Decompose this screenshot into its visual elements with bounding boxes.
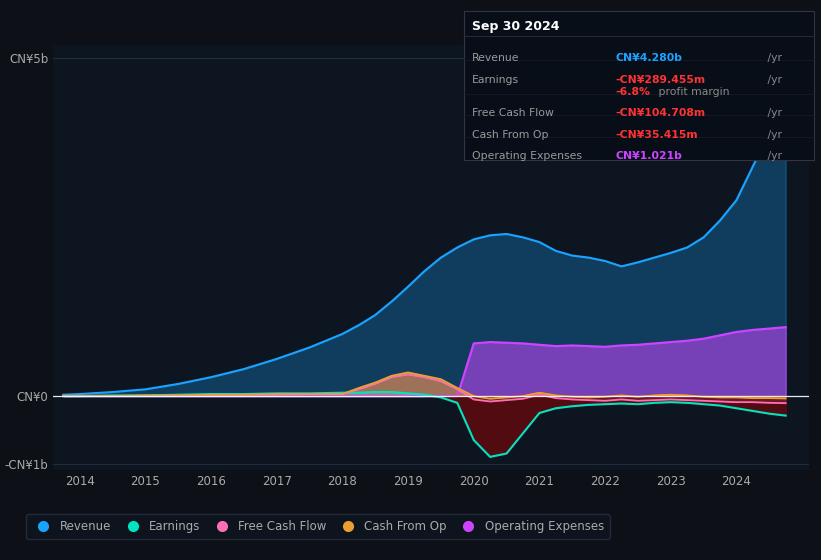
Text: Earnings: Earnings [472,74,519,85]
Text: -CN¥35.415m: -CN¥35.415m [616,129,699,139]
Text: /yr: /yr [764,74,782,85]
Text: Operating Expenses: Operating Expenses [472,151,582,161]
Text: Free Cash Flow: Free Cash Flow [472,108,554,118]
Text: -6.8%: -6.8% [616,87,651,97]
Text: /yr: /yr [764,53,782,63]
Text: /yr: /yr [764,129,782,139]
Text: -CN¥289.455m: -CN¥289.455m [616,74,706,85]
Text: Sep 30 2024: Sep 30 2024 [472,20,560,34]
Text: CN¥1.021b: CN¥1.021b [616,151,682,161]
Text: /yr: /yr [764,108,782,118]
Legend: Revenue, Earnings, Free Cash Flow, Cash From Op, Operating Expenses: Revenue, Earnings, Free Cash Flow, Cash … [25,514,610,539]
Text: -CN¥104.708m: -CN¥104.708m [616,108,706,118]
Text: /yr: /yr [764,151,782,161]
Text: CN¥4.280b: CN¥4.280b [616,53,683,63]
Text: profit margin: profit margin [655,87,730,97]
Text: Revenue: Revenue [472,53,520,63]
Text: Cash From Op: Cash From Op [472,129,548,139]
